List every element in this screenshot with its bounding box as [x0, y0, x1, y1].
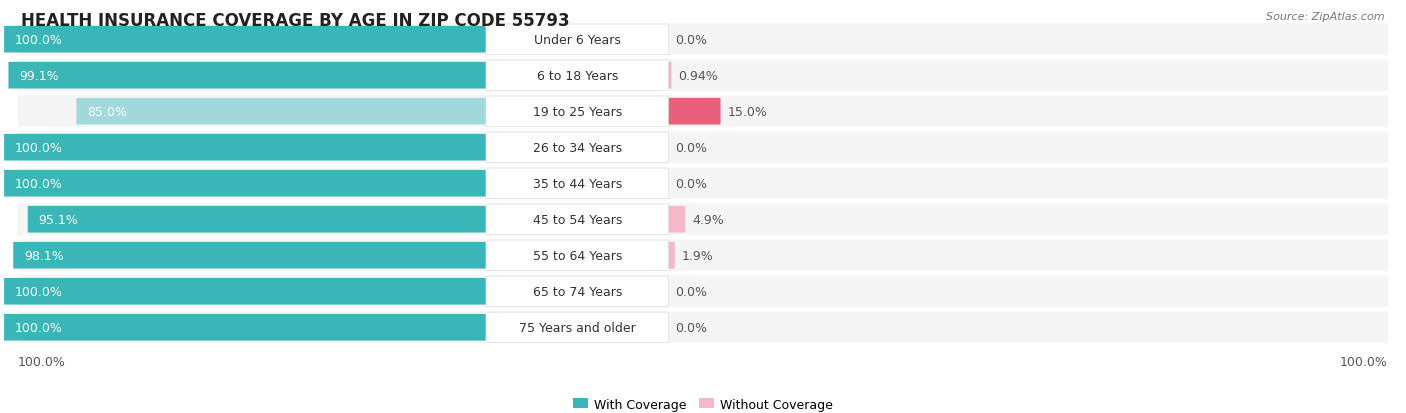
- FancyBboxPatch shape: [668, 206, 685, 233]
- FancyBboxPatch shape: [486, 25, 668, 55]
- FancyBboxPatch shape: [486, 133, 668, 163]
- FancyBboxPatch shape: [486, 97, 668, 127]
- FancyBboxPatch shape: [4, 171, 486, 197]
- Text: 19 to 25 Years: 19 to 25 Years: [533, 105, 621, 119]
- FancyBboxPatch shape: [486, 204, 668, 235]
- FancyBboxPatch shape: [4, 314, 486, 341]
- Text: 15.0%: 15.0%: [727, 105, 768, 119]
- Text: 75 Years and older: 75 Years and older: [519, 321, 636, 334]
- FancyBboxPatch shape: [18, 240, 1388, 271]
- FancyBboxPatch shape: [486, 240, 668, 271]
- FancyBboxPatch shape: [486, 61, 668, 91]
- FancyBboxPatch shape: [18, 204, 1388, 235]
- Text: 0.0%: 0.0%: [675, 141, 707, 154]
- Text: 0.0%: 0.0%: [675, 285, 707, 298]
- FancyBboxPatch shape: [4, 278, 486, 305]
- Text: 100.0%: 100.0%: [14, 321, 62, 334]
- Text: 26 to 34 Years: 26 to 34 Years: [533, 141, 621, 154]
- FancyBboxPatch shape: [18, 168, 1388, 199]
- Text: Under 6 Years: Under 6 Years: [534, 33, 620, 47]
- Text: 100.0%: 100.0%: [14, 285, 62, 298]
- FancyBboxPatch shape: [4, 135, 486, 161]
- Text: 100.0%: 100.0%: [14, 141, 62, 154]
- Text: 35 to 44 Years: 35 to 44 Years: [533, 177, 621, 190]
- FancyBboxPatch shape: [668, 99, 720, 125]
- FancyBboxPatch shape: [486, 169, 668, 199]
- FancyBboxPatch shape: [28, 206, 486, 233]
- Text: 100.0%: 100.0%: [14, 33, 62, 47]
- FancyBboxPatch shape: [668, 63, 672, 89]
- FancyBboxPatch shape: [18, 24, 1388, 56]
- FancyBboxPatch shape: [76, 99, 486, 125]
- FancyBboxPatch shape: [13, 242, 486, 269]
- Text: 100.0%: 100.0%: [18, 355, 66, 368]
- FancyBboxPatch shape: [486, 312, 668, 342]
- FancyBboxPatch shape: [18, 60, 1388, 92]
- Text: 6 to 18 Years: 6 to 18 Years: [537, 69, 617, 83]
- FancyBboxPatch shape: [18, 276, 1388, 307]
- Text: 95.1%: 95.1%: [38, 213, 77, 226]
- FancyBboxPatch shape: [486, 276, 668, 306]
- Text: 1.9%: 1.9%: [682, 249, 713, 262]
- Text: 99.1%: 99.1%: [20, 69, 59, 83]
- FancyBboxPatch shape: [8, 63, 486, 89]
- Legend: With Coverage, Without Coverage: With Coverage, Without Coverage: [568, 393, 838, 413]
- Text: 98.1%: 98.1%: [24, 249, 63, 262]
- Text: 100.0%: 100.0%: [1340, 355, 1388, 368]
- Text: 55 to 64 Years: 55 to 64 Years: [533, 249, 621, 262]
- FancyBboxPatch shape: [18, 312, 1388, 343]
- Text: 65 to 74 Years: 65 to 74 Years: [533, 285, 621, 298]
- FancyBboxPatch shape: [18, 96, 1388, 128]
- Text: Source: ZipAtlas.com: Source: ZipAtlas.com: [1267, 12, 1385, 22]
- FancyBboxPatch shape: [4, 27, 486, 53]
- Text: 0.0%: 0.0%: [675, 33, 707, 47]
- Text: 100.0%: 100.0%: [14, 177, 62, 190]
- Text: HEALTH INSURANCE COVERAGE BY AGE IN ZIP CODE 55793: HEALTH INSURANCE COVERAGE BY AGE IN ZIP …: [21, 12, 569, 30]
- FancyBboxPatch shape: [18, 132, 1388, 164]
- Text: 45 to 54 Years: 45 to 54 Years: [533, 213, 621, 226]
- Text: 0.94%: 0.94%: [678, 69, 718, 83]
- Text: 0.0%: 0.0%: [675, 321, 707, 334]
- FancyBboxPatch shape: [668, 242, 675, 269]
- Text: 4.9%: 4.9%: [692, 213, 724, 226]
- Text: 85.0%: 85.0%: [87, 105, 127, 119]
- Text: 0.0%: 0.0%: [675, 177, 707, 190]
